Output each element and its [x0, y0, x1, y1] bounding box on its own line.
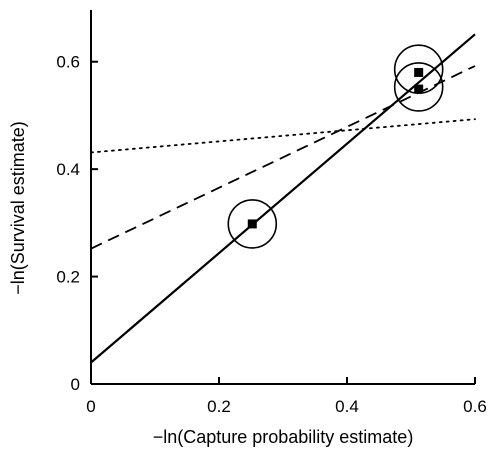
y-axis-ticks: 0 0.2 0.4 0.6 — [56, 53, 98, 394]
axes — [90, 10, 475, 385]
data-point — [414, 84, 424, 94]
dotted-line — [90, 118, 476, 154]
point-circle — [227, 199, 278, 249]
x-axis-label: −ln(Capture probability estimate) — [153, 427, 414, 447]
x-tick-label: 0.6 — [463, 397, 487, 416]
y-tick-label: 0.6 — [56, 53, 80, 72]
data-point — [414, 67, 424, 77]
solid-line — [90, 33, 476, 364]
y-tick-label: 0.2 — [56, 268, 80, 287]
y-tick-label: 0.4 — [56, 160, 80, 179]
x-axis-ticks: 0 0.2 0.4 0.6 — [86, 377, 487, 416]
x-tick-label: 0.4 — [335, 397, 359, 416]
y-tick-label: 0 — [71, 375, 80, 394]
y-axis-label: −ln(Survival estimate) — [8, 121, 28, 295]
point-circle — [393, 62, 444, 112]
x-tick-label: 0 — [86, 397, 95, 416]
dashed-line — [90, 65, 476, 250]
x-tick-label: 0.2 — [207, 397, 231, 416]
point-circles — [227, 44, 444, 249]
data-point — [247, 219, 257, 229]
data-points — [247, 67, 424, 229]
trend-lines — [90, 33, 476, 364]
